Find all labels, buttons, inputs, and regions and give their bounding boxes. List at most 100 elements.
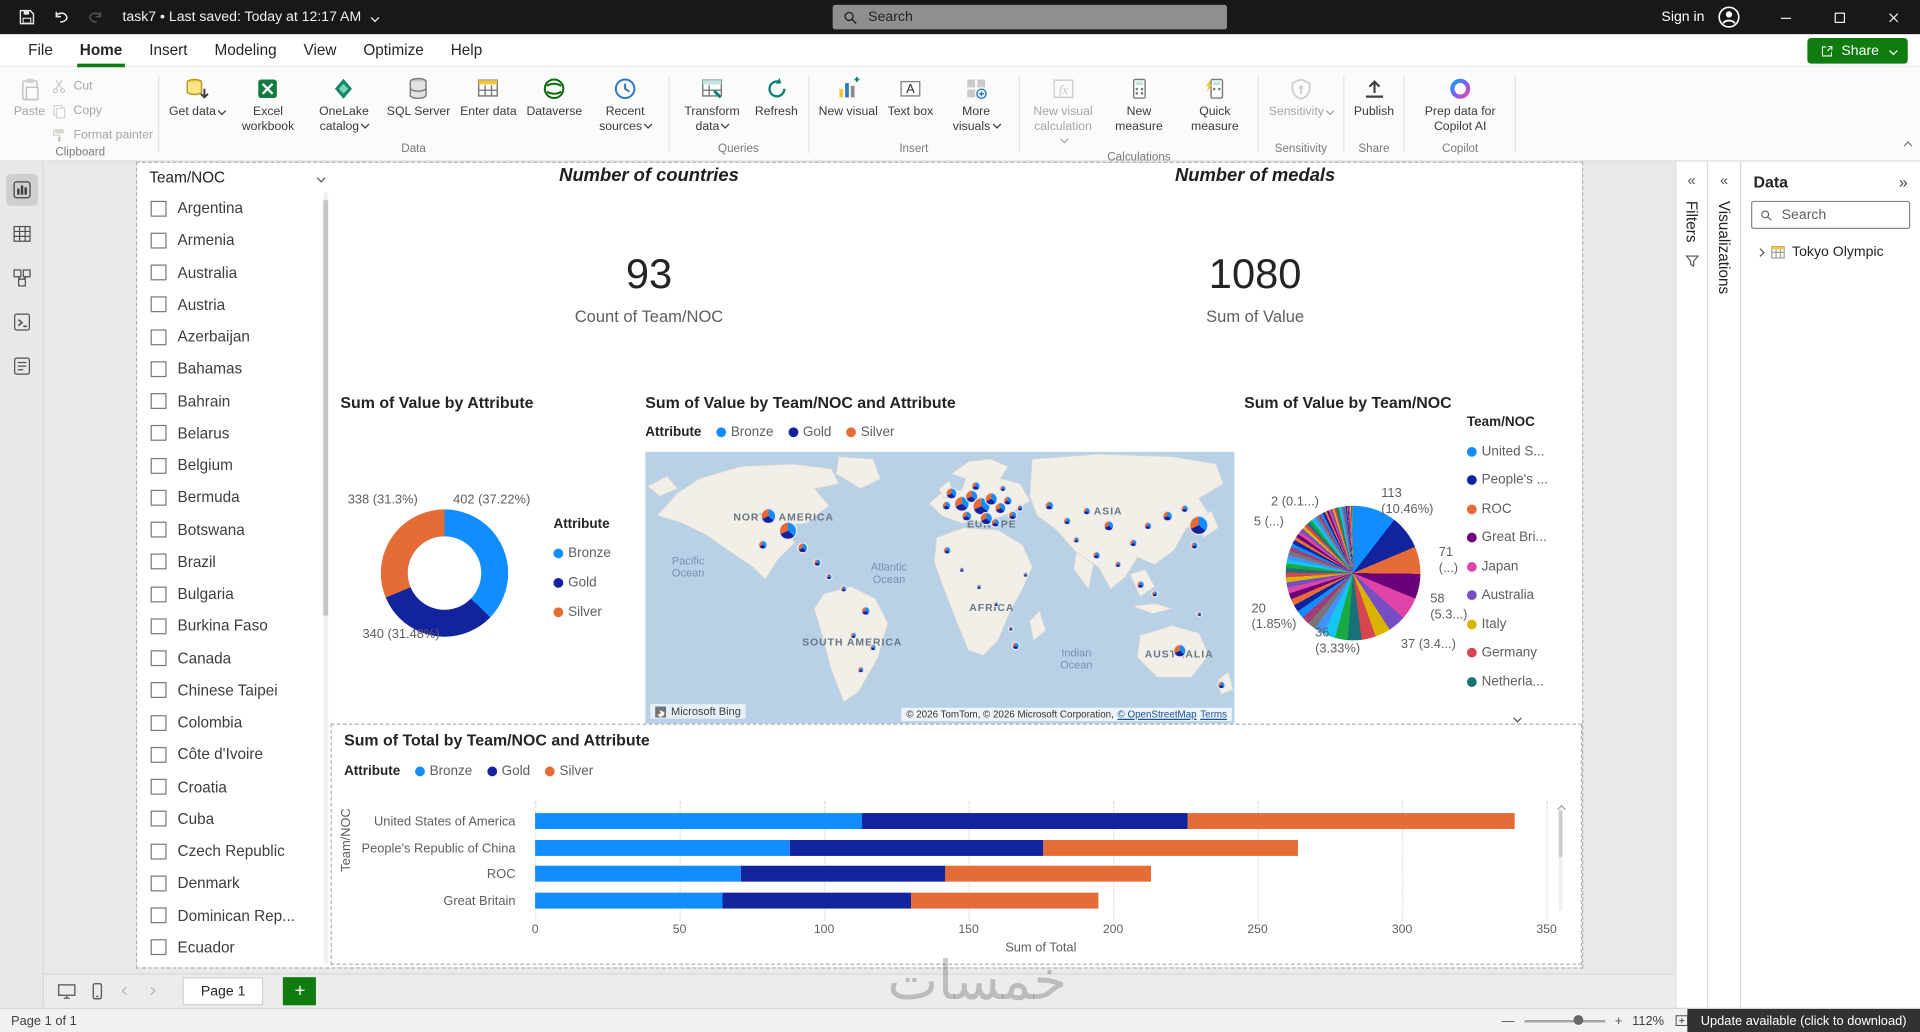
checkbox[interactable]: [150, 875, 167, 892]
map-pie-marker[interactable]: [1044, 500, 1055, 511]
map-pie-marker[interactable]: [975, 583, 982, 590]
map-visual[interactable]: Sum of Value by Team/NOC and Attribute A…: [643, 391, 1238, 729]
legend-item-united-s-[interactable]: United S...: [1466, 444, 1548, 459]
terms-link[interactable]: Terms: [1200, 708, 1227, 721]
ribbon-get-data-button[interactable]: Get data: [164, 73, 230, 121]
close-button[interactable]: [1866, 0, 1920, 34]
slicer-item-colombia[interactable]: Colombia: [147, 707, 320, 739]
bar-segment-bronze[interactable]: [535, 865, 741, 882]
slicer-item-c-te-d-ivoire[interactable]: Côte d'Ivoire: [147, 739, 320, 771]
map-pie-marker[interactable]: [994, 502, 1007, 515]
menu-tab-home[interactable]: Home: [66, 34, 135, 67]
legend-item-silver[interactable]: Silver: [846, 425, 894, 440]
map-pie-marker[interactable]: [1002, 495, 1013, 506]
slicer-dropdown-icon[interactable]: [316, 173, 325, 182]
slicer-item-bulgaria[interactable]: Bulgaria: [147, 578, 320, 610]
bar-segment-bronze[interactable]: [535, 813, 862, 829]
expand-visualizations-icon[interactable]: «: [1720, 171, 1729, 189]
ribbon-quick-measure-button[interactable]: Quick measure: [1177, 73, 1253, 135]
undo-icon[interactable]: [51, 7, 71, 27]
bar-segment-gold[interactable]: [861, 813, 1189, 829]
checkbox[interactable]: [150, 811, 167, 827]
slicer-item-azerbaijan[interactable]: Azerbaijan: [147, 321, 320, 353]
legend-item-gold[interactable]: Gold: [486, 764, 530, 779]
page-tab-page1[interactable]: Page 1: [182, 977, 264, 1006]
checkbox[interactable]: [150, 425, 167, 442]
map-pie-marker[interactable]: [941, 500, 952, 511]
checkbox[interactable]: [150, 232, 167, 249]
bar-scrollbar[interactable]: [1558, 808, 1563, 912]
legend-item-roc[interactable]: ROC: [1466, 501, 1548, 516]
checkbox[interactable]: [150, 296, 167, 313]
pie-chart-visual[interactable]: Sum of Value by Team/NOC 113 (10.46%) 2 (…: [1239, 391, 1587, 740]
ribbon-refresh-button[interactable]: Refresh: [750, 73, 803, 121]
filters-pane-collapsed[interactable]: « Filters: [1675, 161, 1707, 1008]
bar-row-roc[interactable]: [535, 865, 1151, 882]
legend-item-silver[interactable]: Silver: [553, 605, 610, 620]
map-pie-marker[interactable]: [1172, 643, 1186, 657]
map-pie-marker[interactable]: [1007, 510, 1018, 521]
menu-tab-insert[interactable]: Insert: [149, 41, 188, 59]
ribbon-publish-button[interactable]: Publish: [1349, 73, 1399, 121]
legend-item-italy[interactable]: Italy: [1466, 617, 1548, 631]
maximize-button[interactable]: [1812, 0, 1866, 34]
map-pie-marker[interactable]: [849, 631, 858, 640]
tree-expand-icon[interactable]: [1756, 248, 1764, 257]
data-search-input[interactable]: [1779, 206, 1902, 224]
bar-row-great-britain[interactable]: [535, 892, 1099, 908]
map-pie-marker[interactable]: [942, 545, 951, 555]
slicer-scrollbar[interactable]: [323, 192, 329, 964]
checkbox[interactable]: [150, 714, 167, 731]
map-pie-marker[interactable]: [1135, 579, 1145, 589]
countries-card[interactable]: Number of countries 93 Count of Team/NOC: [490, 165, 808, 325]
menu-tab-help[interactable]: Help: [450, 41, 483, 59]
map-pie-marker[interactable]: [1195, 610, 1202, 617]
map-pie-marker[interactable]: [1114, 560, 1122, 569]
sign-in-link[interactable]: Sign in: [1661, 9, 1705, 25]
slicer-item-belgium[interactable]: Belgium: [147, 449, 320, 481]
donut-ring[interactable]: [380, 509, 509, 637]
map-pie-marker[interactable]: [1102, 519, 1114, 531]
bing-map[interactable]: NORTH AMERICAEUROPEASIAAFRICASOUTH AMERI…: [645, 451, 1235, 724]
map-pie-marker[interactable]: [983, 491, 998, 506]
map-pie-marker[interactable]: [945, 487, 958, 500]
bar-segment-gold[interactable]: [789, 839, 1044, 856]
checkbox[interactable]: [150, 264, 167, 281]
rail-report-view[interactable]: [5, 173, 38, 206]
openstreetmap-link[interactable]: © OpenStreetMap: [1117, 708, 1197, 721]
map-pie-marker[interactable]: [1161, 510, 1173, 522]
bar-segment-silver[interactable]: [910, 892, 1099, 908]
checkbox[interactable]: [150, 939, 167, 956]
checkbox[interactable]: [150, 553, 167, 570]
map-pie-marker[interactable]: [869, 644, 877, 652]
team-noc-slicer[interactable]: Team/NOC Argentina Armenia Australia Austri…: [147, 165, 329, 964]
slicer-item-bahrain[interactable]: Bahrain: [147, 385, 320, 417]
map-pie-marker[interactable]: [1062, 516, 1071, 525]
menu-tab-modeling[interactable]: Modeling: [214, 41, 277, 59]
ribbon-dataverse-button[interactable]: Dataverse: [522, 73, 588, 121]
checkbox[interactable]: [150, 843, 167, 860]
map-pie-marker[interactable]: [860, 606, 871, 616]
checkbox[interactable]: [150, 393, 167, 410]
update-available-badge[interactable]: Update available (click to download): [1687, 1008, 1920, 1032]
document-title[interactable]: task7 • Last saved: Today at 12:17 AM: [122, 10, 379, 24]
slicer-item-croatia[interactable]: Croatia: [147, 771, 320, 803]
map-pie-marker[interactable]: [778, 521, 797, 540]
bar-segment-silver[interactable]: [945, 865, 1151, 882]
map-pie-marker[interactable]: [999, 484, 1007, 493]
collapse-data-pane-icon[interactable]: »: [1898, 172, 1908, 192]
checkbox[interactable]: [150, 521, 167, 538]
ribbon-more-visuals-button[interactable]: More visuals: [938, 73, 1014, 135]
checkbox[interactable]: [150, 457, 167, 474]
rail-table-view[interactable]: [6, 218, 38, 250]
ribbon-transform-data-button[interactable]: Transform data: [674, 73, 750, 135]
slicer-item-cuba[interactable]: Cuba: [147, 803, 320, 835]
desktop-layout-icon[interactable]: [56, 981, 77, 1002]
map-pie-marker[interactable]: [812, 557, 822, 567]
map-pie-marker[interactable]: [1081, 506, 1091, 515]
map-pie-marker[interactable]: [1216, 680, 1226, 689]
slicer-item-czech-republic[interactable]: Czech Republic: [147, 835, 320, 867]
bar-row-united-states-of-america[interactable]: [535, 813, 1515, 829]
map-pie-marker[interactable]: [1128, 538, 1137, 547]
ribbon-text-box-button[interactable]: A Text box: [883, 73, 938, 121]
